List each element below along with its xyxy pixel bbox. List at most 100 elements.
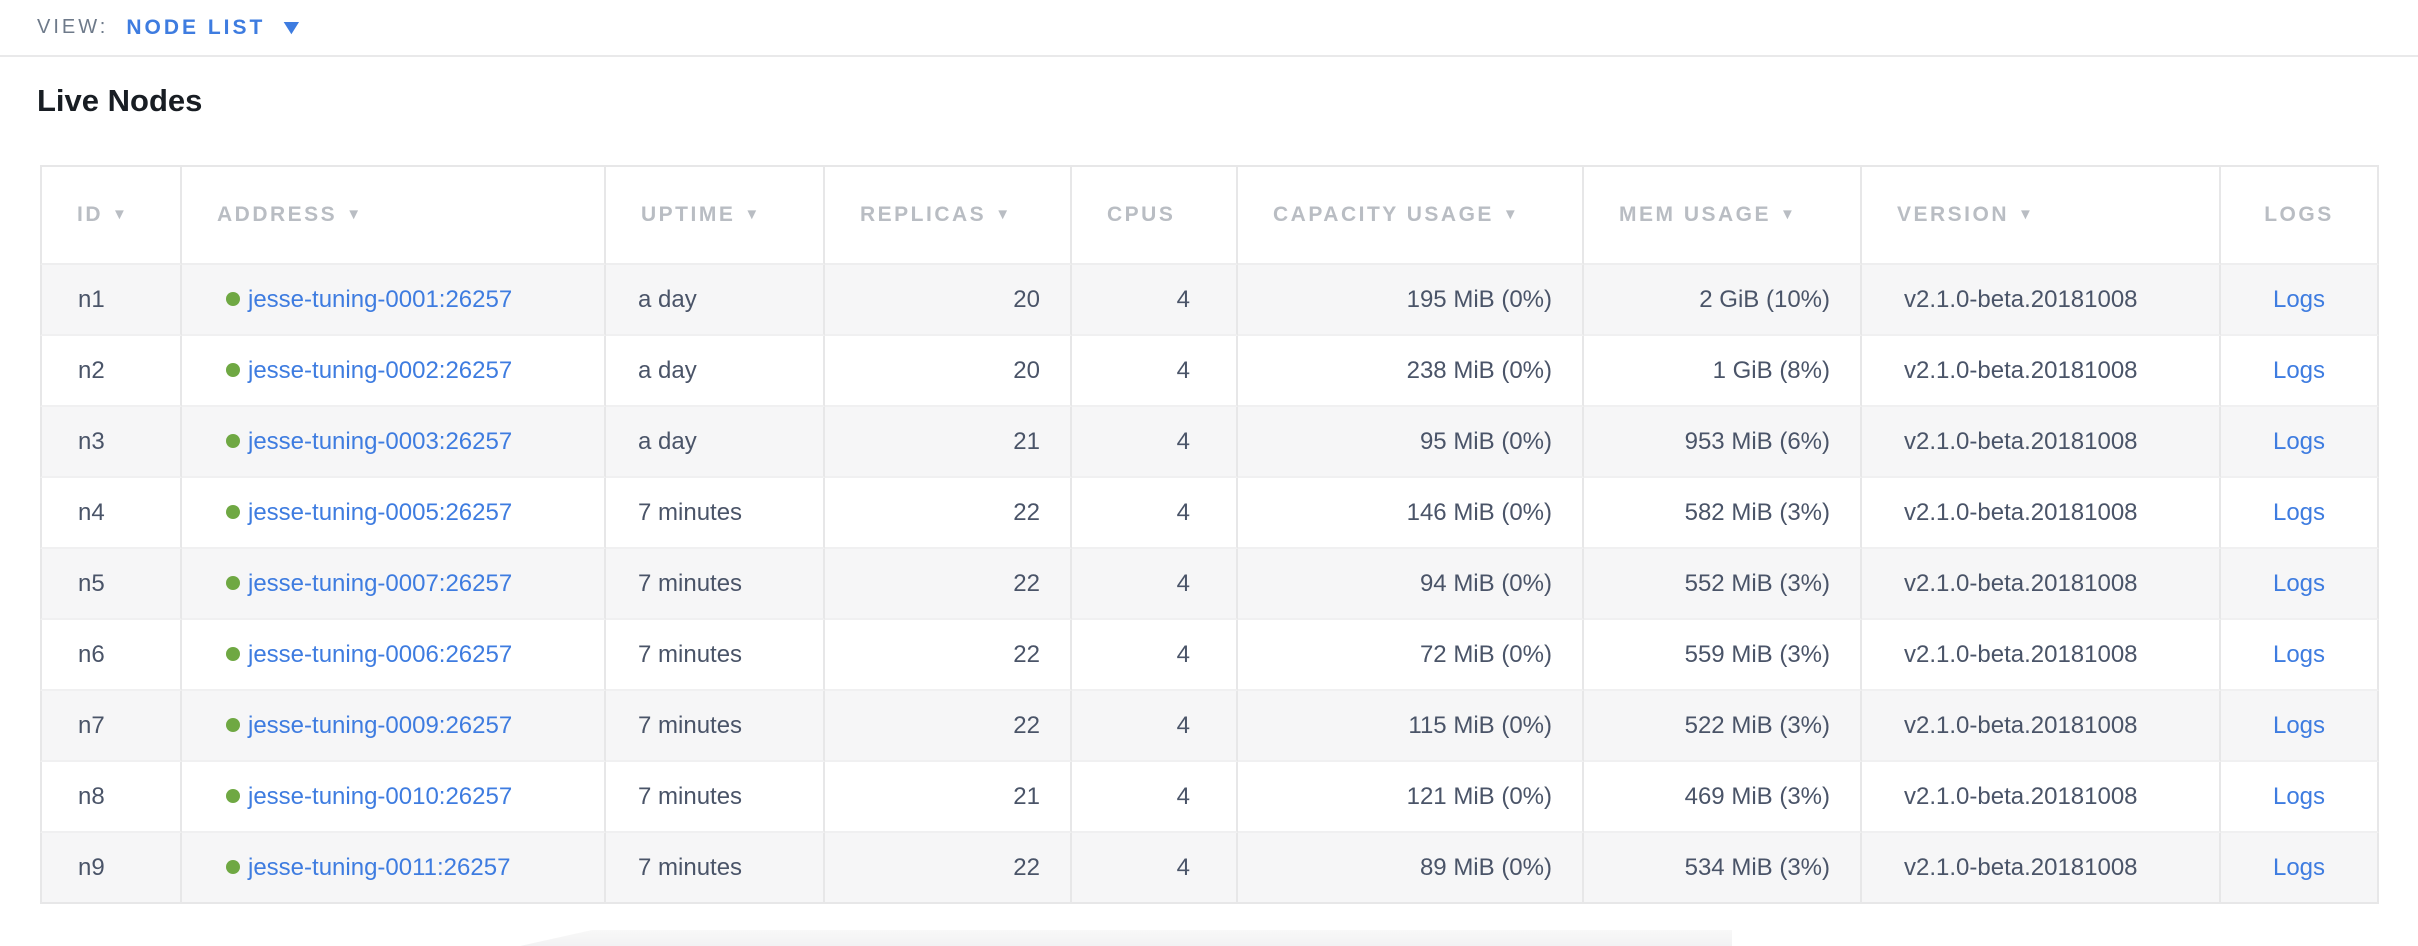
node-cpus-cell: 4 <box>1072 762 1238 833</box>
node-address-link[interactable]: jesse-tuning-0005:26257 <box>248 498 513 526</box>
node-cpus-cell: 4 <box>1072 336 1238 407</box>
node-live-status-icon <box>226 504 240 519</box>
column-header-mem-usage[interactable]: MEM USAGE ▼ <box>1584 165 1862 265</box>
node-logs-cell: Logs <box>2221 407 2379 478</box>
node-cpus-cell: 4 <box>1072 478 1238 549</box>
node-logs-cell: Logs <box>2221 336 2379 407</box>
node-uptime-cell: 7 minutes <box>606 762 825 833</box>
node-uptime-cell: 7 minutes <box>606 549 825 620</box>
column-header-address[interactable]: ADDRESS ▼ <box>182 165 606 265</box>
node-address-link[interactable]: jesse-tuning-0006:26257 <box>248 640 513 668</box>
table-row: n5 jesse-tuning-0007:26257 7 minutes 22 … <box>40 549 2379 620</box>
column-header-replicas[interactable]: REPLICAS ▼ <box>825 165 1072 265</box>
node-mem-usage-cell: 522 MiB (3%) <box>1584 691 1862 762</box>
node-mem-usage-cell: 552 MiB (3%) <box>1584 549 1862 620</box>
column-header-uptime[interactable]: UPTIME ▼ <box>606 165 825 265</box>
node-replicas-cell: 22 <box>825 478 1072 549</box>
node-version-cell: v2.1.0-beta.20181008 <box>1862 762 2221 833</box>
node-id-cell: n1 <box>40 265 182 336</box>
logs-link[interactable]: Logs <box>2272 782 2326 810</box>
node-address-cell: jesse-tuning-0011:26257 <box>182 833 606 904</box>
logs-link[interactable]: Logs <box>2272 853 2326 881</box>
node-mem-usage-cell: 559 MiB (3%) <box>1584 620 1862 691</box>
node-address-cell: jesse-tuning-0006:26257 <box>182 620 606 691</box>
node-version-cell: v2.1.0-beta.20181008 <box>1862 620 2221 691</box>
column-header-id[interactable]: ID ▼ <box>40 165 182 265</box>
node-logs-cell: Logs <box>2221 549 2379 620</box>
table-row: n7 jesse-tuning-0009:26257 7 minutes 22 … <box>40 691 2379 762</box>
node-mem-usage-cell: 953 MiB (6%) <box>1584 407 1862 478</box>
node-live-status-icon <box>226 788 240 803</box>
node-replicas-cell: 20 <box>825 336 1072 407</box>
node-id-cell: n2 <box>40 336 182 407</box>
sort-arrow-icon: ▼ <box>995 206 1013 223</box>
logs-link[interactable]: Logs <box>2272 285 2326 313</box>
table-row: n9 jesse-tuning-0011:26257 7 minutes 22 … <box>40 833 2379 904</box>
node-id-cell: n4 <box>40 478 182 549</box>
live-nodes-section: Live Nodes ID ▼ ADDRESS ▼ UPTIME ▼ REPLICAS… <box>0 83 2418 904</box>
node-logs-cell: Logs <box>2221 478 2379 549</box>
node-cpus-cell: 4 <box>1072 407 1238 478</box>
node-mem-usage-cell: 2 GiB (10%) <box>1584 265 1862 336</box>
node-uptime-cell: 7 minutes <box>606 833 825 904</box>
logs-link[interactable]: Logs <box>2272 569 2326 597</box>
node-uptime-cell: a day <box>606 407 825 478</box>
node-replicas-cell: 21 <box>825 762 1072 833</box>
chevron-down-icon: ▼ <box>278 16 305 39</box>
node-capacity-usage-cell: 195 MiB (0%) <box>1238 265 1584 336</box>
node-replicas-cell: 22 <box>825 620 1072 691</box>
node-id-cell: n9 <box>40 833 182 904</box>
table-row: n3 jesse-tuning-0003:26257 a day 21 4 95… <box>40 407 2379 478</box>
node-address-link[interactable]: jesse-tuning-0001:26257 <box>248 285 513 313</box>
node-capacity-usage-cell: 72 MiB (0%) <box>1238 620 1584 691</box>
node-address-cell: jesse-tuning-0009:26257 <box>182 691 606 762</box>
node-version-cell: v2.1.0-beta.20181008 <box>1862 336 2221 407</box>
node-live-status-icon <box>226 291 240 306</box>
node-address-link[interactable]: jesse-tuning-0007:26257 <box>248 569 513 597</box>
column-header-logs: LOGS <box>2221 165 2379 265</box>
logs-link[interactable]: Logs <box>2272 640 2326 668</box>
node-cpus-cell: 4 <box>1072 549 1238 620</box>
node-uptime-cell: 7 minutes <box>606 620 825 691</box>
logs-link[interactable]: Logs <box>2272 427 2326 455</box>
node-live-status-icon <box>226 362 240 377</box>
node-version-cell: v2.1.0-beta.20181008 <box>1862 407 2221 478</box>
node-live-status-icon <box>226 717 240 732</box>
node-version-cell: v2.1.0-beta.20181008 <box>1862 833 2221 904</box>
node-uptime-cell: a day <box>606 336 825 407</box>
node-live-status-icon <box>226 433 240 448</box>
node-capacity-usage-cell: 94 MiB (0%) <box>1238 549 1584 620</box>
sort-arrow-icon: ▼ <box>744 206 762 223</box>
node-logs-cell: Logs <box>2221 620 2379 691</box>
node-capacity-usage-cell: 95 MiB (0%) <box>1238 407 1584 478</box>
node-logs-cell: Logs <box>2221 833 2379 904</box>
column-header-version[interactable]: VERSION ▼ <box>1862 165 2221 265</box>
logs-link[interactable]: Logs <box>2272 356 2326 384</box>
node-logs-cell: Logs <box>2221 691 2379 762</box>
node-cpus-cell: 4 <box>1072 620 1238 691</box>
node-replicas-cell: 22 <box>825 691 1072 762</box>
node-address-cell: jesse-tuning-0005:26257 <box>182 478 606 549</box>
node-address-link[interactable]: jesse-tuning-0003:26257 <box>248 427 513 455</box>
node-address-link[interactable]: jesse-tuning-0010:26257 <box>248 782 513 810</box>
node-id-cell: n7 <box>40 691 182 762</box>
table-row: n8 jesse-tuning-0010:26257 7 minutes 21 … <box>40 762 2379 833</box>
node-address-link[interactable]: jesse-tuning-0002:26257 <box>248 356 513 384</box>
node-address-cell: jesse-tuning-0002:26257 <box>182 336 606 407</box>
node-address-link[interactable]: jesse-tuning-0009:26257 <box>248 711 513 739</box>
node-live-status-icon <box>226 575 240 590</box>
node-address-cell: jesse-tuning-0007:26257 <box>182 549 606 620</box>
view-selector-dropdown[interactable]: NODE LIST ▼ <box>126 16 305 40</box>
node-id-cell: n6 <box>40 620 182 691</box>
node-version-cell: v2.1.0-beta.20181008 <box>1862 691 2221 762</box>
logs-link[interactable]: Logs <box>2272 498 2326 526</box>
column-header-capacity-usage[interactable]: CAPACITY USAGE ▼ <box>1238 165 1584 265</box>
logs-link[interactable]: Logs <box>2272 711 2326 739</box>
table-row: n6 jesse-tuning-0006:26257 7 minutes 22 … <box>40 620 2379 691</box>
node-capacity-usage-cell: 121 MiB (0%) <box>1238 762 1584 833</box>
node-address-link[interactable]: jesse-tuning-0011:26257 <box>248 853 511 881</box>
next-section-top-edge <box>520 930 1732 946</box>
node-uptime-cell: 7 minutes <box>606 478 825 549</box>
node-id-cell: n3 <box>40 407 182 478</box>
node-mem-usage-cell: 534 MiB (3%) <box>1584 833 1862 904</box>
